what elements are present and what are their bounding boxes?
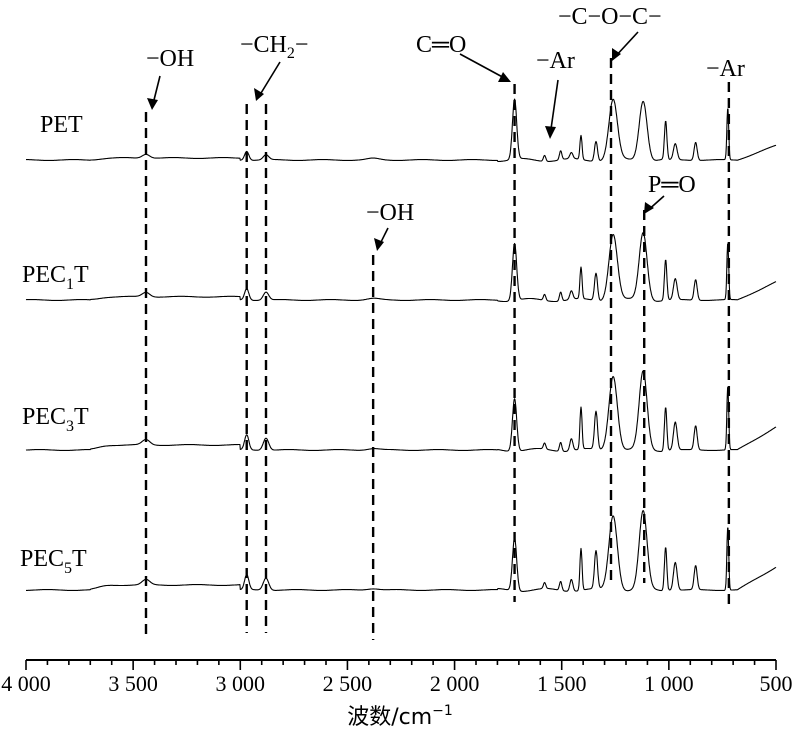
x-tick-label: 2 500 <box>323 671 373 696</box>
x-axis: 4 000 3 500 3 000 2 500 2 000 1 500 1 000 500 波数… <box>1 659 793 730</box>
spectra-group <box>25 98 777 592</box>
annotation-oh2: −OH <box>366 200 414 226</box>
spectrum-PEC5T <box>25 510 777 592</box>
annotation-coc: −C−O−C− <box>558 4 662 30</box>
annotation-ar1: −Ar <box>536 48 575 74</box>
x-tick-label: 1 000 <box>644 671 694 696</box>
series-label-PEC5T: PEC5T <box>20 546 87 577</box>
x-tick-label: 1 500 <box>537 671 587 696</box>
annotation-co: C═O <box>416 32 466 58</box>
arrow-head <box>254 88 264 101</box>
marker-lines <box>144 58 731 640</box>
spectrum-PET <box>25 98 777 163</box>
series-label-PET: PET <box>40 112 83 138</box>
arrow-head <box>374 238 384 251</box>
annotation-ar2: −Ar <box>706 56 745 82</box>
spectrum-PEC1T <box>25 232 777 303</box>
annotation-ch2: −CH2− <box>240 32 308 62</box>
annotation-po: P═O <box>648 172 696 198</box>
x-tick-label: 500 <box>760 671 793 696</box>
arrow-head <box>498 72 511 82</box>
series-label-PEC3T: PEC3T <box>22 404 89 435</box>
annotation-oh1: −OH <box>146 46 194 72</box>
arrow-head <box>644 202 654 214</box>
annotations: −OH −CH2− C═O −Ar −C−O−C− −Ar −OH P═O <box>146 4 745 251</box>
arrow-head <box>612 48 621 61</box>
arrow-head <box>147 98 158 110</box>
x-tick-label: 4 000 <box>1 671 51 696</box>
spectrum-PEC3T <box>25 370 777 453</box>
x-tick-label: 2 000 <box>430 671 480 696</box>
annotation-arrow <box>257 61 281 99</box>
series-label-PEC1T: PEC1T <box>22 262 89 293</box>
annotation-arrow <box>459 53 509 81</box>
x-tick-label: 3 000 <box>216 671 266 696</box>
x-axis-title: 波数/cm−1 <box>347 703 453 730</box>
series-labels: PET PEC1T PEC3T PEC5T <box>20 112 89 577</box>
x-tick-label: 3 500 <box>108 671 158 696</box>
arrow-head <box>545 126 556 139</box>
